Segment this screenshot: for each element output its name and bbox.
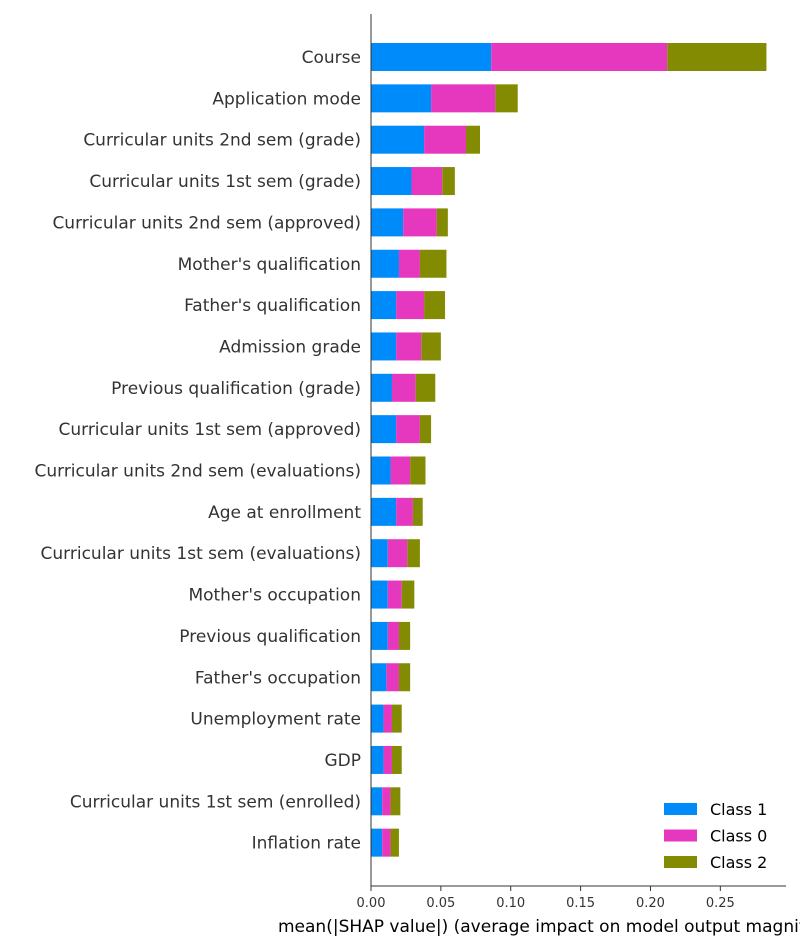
bar-segment-class-2 bbox=[398, 663, 411, 692]
legend: Class 1 Class 0 Class 2 bbox=[664, 800, 767, 872]
x-tick-label: 0.15 bbox=[566, 896, 595, 911]
bar-segment-class-1 bbox=[371, 828, 383, 857]
bar-segment-class-0 bbox=[491, 43, 668, 71]
bar-segment-class-2 bbox=[419, 249, 447, 278]
bar-segment-class-0 bbox=[383, 745, 392, 774]
bar-segment-class-2 bbox=[436, 208, 448, 237]
bar-segment-class-1 bbox=[371, 704, 384, 733]
bars-group bbox=[371, 43, 767, 857]
x-ticks: 0.00 0.05 0.10 0.15 0.20 0.25 bbox=[357, 886, 735, 911]
x-tick-label: 0.00 bbox=[357, 896, 386, 911]
bar-segment-class-2 bbox=[495, 84, 518, 113]
category-label: GDP bbox=[324, 751, 361, 771]
category-labels: Course Application mode Curricular units 2… bbox=[34, 48, 361, 854]
category-label: Admission grade bbox=[219, 337, 361, 357]
category-label: Curricular units 1st sem (approved) bbox=[58, 420, 361, 440]
bar-segment-class-1 bbox=[371, 125, 425, 154]
bar-segment-class-2 bbox=[407, 539, 420, 568]
category-label: Father's occupation bbox=[195, 668, 361, 688]
bar-segment-class-0 bbox=[387, 580, 402, 609]
bar-segment-class-2 bbox=[410, 456, 426, 485]
bar-segment-class-2 bbox=[667, 43, 767, 71]
bar-segment-class-2 bbox=[390, 787, 401, 816]
bar-segment-class-1 bbox=[371, 167, 412, 196]
bar-segment-class-0 bbox=[382, 828, 391, 857]
bar-segment-class-1 bbox=[371, 291, 397, 320]
bar-segment-class-1 bbox=[371, 497, 397, 526]
category-label: Curricular units 1st sem (grade) bbox=[89, 172, 361, 192]
bar-segment-class-0 bbox=[411, 167, 443, 196]
bar-segment-class-1 bbox=[371, 580, 388, 609]
category-label: Curricular units 1st sem (enrolled) bbox=[70, 792, 361, 812]
bar-segment-class-0 bbox=[431, 84, 496, 113]
category-label: Previous qualification (grade) bbox=[111, 379, 361, 399]
bar-segment-class-1 bbox=[371, 373, 392, 402]
legend-swatch-class-2 bbox=[664, 856, 697, 868]
category-label: Mother's qualification bbox=[178, 255, 361, 275]
bar-segment-class-0 bbox=[390, 456, 411, 485]
category-label: Inflation rate bbox=[252, 834, 361, 854]
bar-segment-class-0 bbox=[386, 663, 399, 692]
legend-label: Class 2 bbox=[710, 853, 767, 872]
bar-segment-class-0 bbox=[387, 539, 408, 568]
legend-swatch-class-0 bbox=[664, 829, 697, 842]
bar-segment-class-0 bbox=[383, 704, 392, 733]
bar-segment-class-0 bbox=[382, 787, 391, 816]
category-label: Father's qualification bbox=[184, 296, 361, 316]
category-label: Application mode bbox=[212, 89, 361, 109]
bar-segment-class-1 bbox=[371, 787, 383, 816]
x-tick-label: 0.10 bbox=[496, 896, 525, 911]
x-tick-label: 0.05 bbox=[426, 896, 455, 911]
bar-segment-class-2 bbox=[390, 828, 399, 857]
bar-segment-class-2 bbox=[442, 167, 455, 196]
category-label: Curricular units 2nd sem (evaluations) bbox=[34, 462, 361, 482]
bar-segment-class-2 bbox=[466, 125, 480, 154]
bar-segment-class-0 bbox=[396, 291, 425, 320]
bar-segment-class-1 bbox=[371, 249, 399, 278]
category-label: Mother's occupation bbox=[188, 586, 361, 606]
bar-segment-class-0 bbox=[396, 415, 420, 444]
bar-segment-class-2 bbox=[424, 291, 446, 320]
bar-segment-class-1 bbox=[371, 456, 391, 485]
bar-segment-class-1 bbox=[371, 415, 397, 444]
bar-segment-class-1 bbox=[371, 43, 492, 71]
bar-segment-class-0 bbox=[391, 373, 416, 402]
bar-segment-class-1 bbox=[371, 84, 432, 113]
bar-segment-class-0 bbox=[387, 621, 399, 650]
x-axis-title: mean(|SHAP value|) (average impact on mo… bbox=[278, 917, 800, 937]
bar-segment-class-2 bbox=[415, 373, 436, 402]
bar-segment-class-2 bbox=[401, 580, 415, 609]
x-tick-label: 0.25 bbox=[706, 896, 735, 911]
bar-segment-class-1 bbox=[371, 745, 384, 774]
category-label: Curricular units 1st sem (evaluations) bbox=[41, 544, 361, 564]
bar-segment-class-0 bbox=[396, 497, 413, 526]
category-label: Curricular units 2nd sem (grade) bbox=[83, 131, 361, 151]
legend-label: Class 1 bbox=[710, 800, 767, 819]
bar-segment-class-2 bbox=[421, 332, 441, 361]
bar-segment-class-0 bbox=[398, 249, 420, 278]
bar-segment-class-2 bbox=[391, 704, 402, 733]
legend-swatch-class-1 bbox=[664, 803, 697, 815]
bar-segment-class-1 bbox=[371, 332, 397, 361]
bar-segment-class-1 bbox=[371, 621, 388, 650]
bar-segment-class-2 bbox=[419, 415, 432, 444]
bar-segment-class-0 bbox=[396, 332, 422, 361]
bar-segment-class-1 bbox=[371, 539, 388, 568]
category-label: Previous qualification bbox=[179, 627, 361, 647]
legend-label: Class 0 bbox=[710, 827, 767, 846]
bar-segment-class-0 bbox=[403, 208, 437, 237]
bar-segment-class-2 bbox=[412, 497, 423, 526]
bar-segment-class-2 bbox=[398, 621, 411, 650]
bar-segment-class-2 bbox=[391, 745, 402, 774]
x-tick-label: 0.20 bbox=[636, 896, 665, 911]
bar-segment-class-1 bbox=[371, 663, 387, 692]
category-label: Curricular units 2nd sem (approved) bbox=[52, 213, 361, 233]
category-label: Age at enrollment bbox=[208, 503, 361, 523]
category-label: Unemployment rate bbox=[190, 710, 361, 730]
bar-segment-class-0 bbox=[424, 125, 467, 154]
bar-segment-class-1 bbox=[371, 208, 404, 237]
category-label: Course bbox=[302, 48, 361, 68]
